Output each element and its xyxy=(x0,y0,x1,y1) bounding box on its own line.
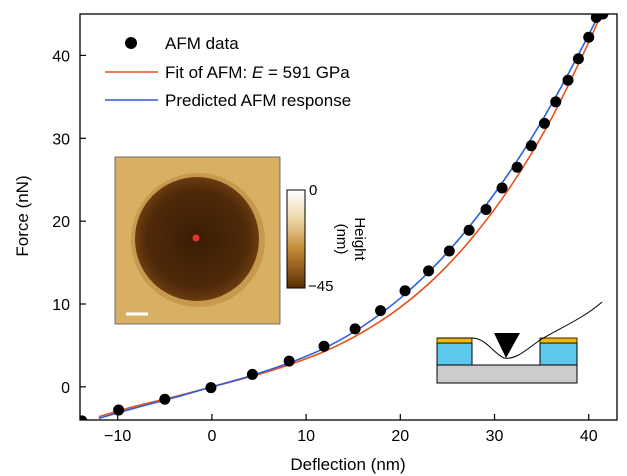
y-tick-label: 30 xyxy=(52,131,70,148)
colorbar-title-line1: Height xyxy=(351,217,368,261)
schematic-contact-right xyxy=(539,337,578,344)
y-axis-ticks: 0 10 20 30 40 xyxy=(52,48,86,397)
y-tick-label: 40 xyxy=(52,48,70,65)
x-tick-label: 0 xyxy=(207,428,216,445)
colorbar: 0 −45 Height (nm) xyxy=(286,182,368,295)
schematic-contact-left xyxy=(436,337,473,344)
afm-data-point xyxy=(283,355,295,367)
y-axis-label: Force (nN) xyxy=(13,175,32,256)
y-tick-label: 20 xyxy=(52,214,70,231)
schematic-pillar-right xyxy=(539,342,578,366)
afm-data-point xyxy=(572,53,584,65)
afm-tip-marker xyxy=(192,234,200,242)
afm-data-point xyxy=(480,204,492,216)
schematic-membrane xyxy=(437,301,603,359)
afm-data-point xyxy=(349,323,361,335)
legend-label-afm-data: AFM data xyxy=(165,34,239,53)
x-tick-label: 40 xyxy=(580,428,598,445)
schematic-pillar-left xyxy=(436,342,473,366)
afm-data-point xyxy=(525,140,537,152)
x-axis-ticks: −10 0 10 20 30 40 xyxy=(104,414,598,445)
series-points xyxy=(80,14,609,420)
afm-data-point xyxy=(423,265,435,277)
legend-label-predicted: Predicted AFM response xyxy=(165,91,351,110)
colorbar-max-label: 0 xyxy=(309,182,317,199)
colorbar-gradient xyxy=(286,189,306,289)
colorbar-title: Height (nm) xyxy=(333,217,368,261)
afm-data-point xyxy=(597,14,609,20)
afm-data-point xyxy=(375,305,387,317)
legend-label-fit: Fit of AFM: E = 591 GPa xyxy=(165,63,350,82)
afm-data-point xyxy=(205,382,217,394)
afm-data-point xyxy=(538,117,550,129)
colorbar-title-line2: (nm) xyxy=(333,224,350,255)
plot-frame xyxy=(79,13,618,421)
afm-data-point xyxy=(159,393,171,405)
schematic-inset xyxy=(436,301,603,384)
afm-data-point xyxy=(511,161,523,173)
afm-data-point xyxy=(562,74,574,86)
schematic-substrate xyxy=(436,364,578,384)
afm-data-point xyxy=(496,182,508,194)
x-tick-label: 20 xyxy=(391,428,409,445)
afm-data-point xyxy=(583,31,595,43)
legend-marker-afm-data xyxy=(125,37,137,49)
afm-data-point xyxy=(246,368,258,380)
colorbar-min-label: −45 xyxy=(308,278,333,295)
x-tick-label: −10 xyxy=(104,428,131,445)
legend-fit-variable: E xyxy=(252,63,264,82)
legend-fit-prefix: Fit of AFM: xyxy=(165,63,252,82)
x-axis-label: Deflection (nm) xyxy=(290,455,405,474)
y-tick-label: 10 xyxy=(52,297,70,314)
afm-data-point xyxy=(443,245,455,257)
afm-data-point xyxy=(550,96,562,108)
afm-image-inset xyxy=(114,156,281,325)
y-tick-label: 0 xyxy=(61,380,70,397)
afm-data-point xyxy=(399,285,411,297)
legend-fit-suffix: = 591 GPa xyxy=(263,63,350,82)
afm-data-point xyxy=(113,404,125,416)
x-tick-label: 30 xyxy=(486,428,504,445)
legend: AFM data Fit of AFM: E = 591 GPa Predict… xyxy=(105,34,351,110)
afm-data-point xyxy=(318,340,330,352)
x-tick-label: 10 xyxy=(297,428,315,445)
schematic-afm-tip xyxy=(494,333,520,358)
afm-data-point xyxy=(463,224,475,236)
afm-data-point xyxy=(80,415,88,420)
